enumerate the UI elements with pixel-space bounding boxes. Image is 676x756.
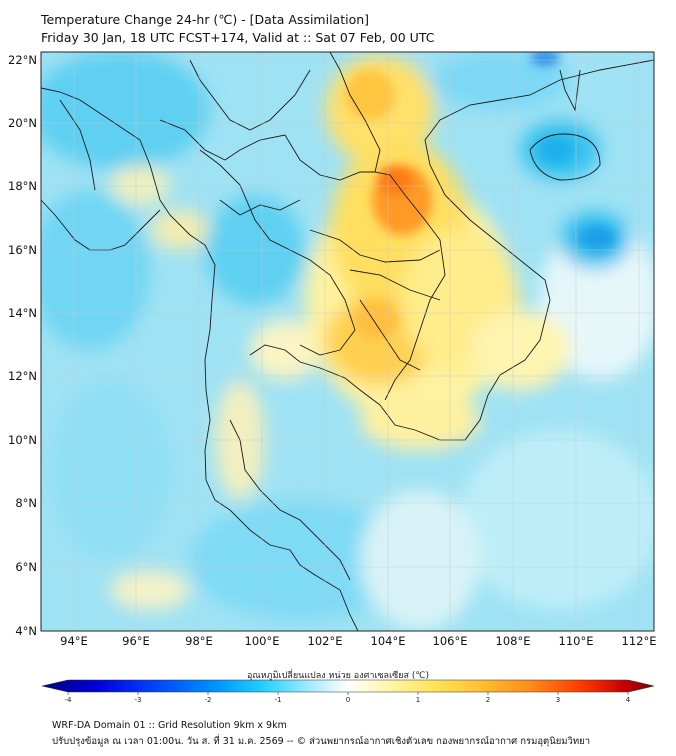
colorbar-tick-label: 3 [556, 696, 560, 704]
lat-label: 10°N [8, 433, 37, 447]
lon-label: 96°E [122, 634, 150, 648]
latitude-labels: 22°N 20°N 18°N 16°N 14°N 12°N 10°N 8°N 6… [8, 53, 37, 638]
colorbar-title: อุณหภูมิเปลี่ยนแปลง หน่วย องศาเซลเซียส (… [246, 671, 430, 681]
lon-label: 112°E [622, 634, 657, 648]
lon-label: 110°E [559, 634, 594, 648]
longitude-labels: 94°E 96°E 98°E 100°E 102°E 104°E 106°E 1… [60, 634, 656, 648]
footer-model-info: WRF-DA Domain 01 :: Grid Resolution 9km … [52, 720, 287, 731]
lon-label: 100°E [245, 634, 280, 648]
lon-label: 102°E [308, 634, 343, 648]
colorbar-tick-label: -4 [65, 696, 73, 704]
map-subtitle: Friday 30 Jan, 18 UTC FCST+174, Valid at… [41, 30, 435, 45]
lat-label: 16°N [8, 243, 37, 257]
colorbar-tick-label: 1 [416, 696, 420, 704]
lon-label: 108°E [496, 634, 531, 648]
lat-label: 8°N [15, 496, 37, 510]
coastlines-borders [41, 52, 654, 631]
lat-label: 18°N [8, 179, 37, 193]
colorbar-tick-label: -1 [275, 696, 282, 704]
lat-label: 12°N [8, 369, 37, 383]
lon-label: 94°E [60, 634, 88, 648]
colorbar-ticks: -4 -3 -2 -1 0 1 2 3 4 [65, 692, 631, 704]
temperature-field [41, 52, 654, 631]
colorbar-tick-label: -2 [205, 696, 212, 704]
map-frame [40, 51, 655, 632]
lat-label: 6°N [15, 560, 37, 574]
lon-label: 98°E [185, 634, 213, 648]
lat-label: 22°N [8, 53, 37, 67]
footer-credits: ปรับปรุงข้อมูล ณ เวลา 01:00น. วัน ส. ที่… [52, 736, 591, 747]
map-title: Temperature Change 24-hr (℃) - [Data Ass… [41, 12, 370, 27]
lon-label: 106°E [433, 634, 468, 648]
lat-label: 14°N [8, 306, 37, 320]
colorbar-tick-label: 4 [626, 696, 631, 704]
lat-label: 4°N [15, 624, 37, 638]
graticule [41, 52, 654, 631]
colorbar: -4 -3 -2 -1 0 1 2 3 4 [41, 679, 655, 704]
colorbar-tick-label: 2 [486, 696, 490, 704]
colorbar-tick-label: -3 [135, 696, 142, 704]
colorbar-tick-label: 0 [346, 696, 350, 704]
lon-label: 104°E [371, 634, 406, 648]
lat-label: 20°N [8, 116, 37, 130]
